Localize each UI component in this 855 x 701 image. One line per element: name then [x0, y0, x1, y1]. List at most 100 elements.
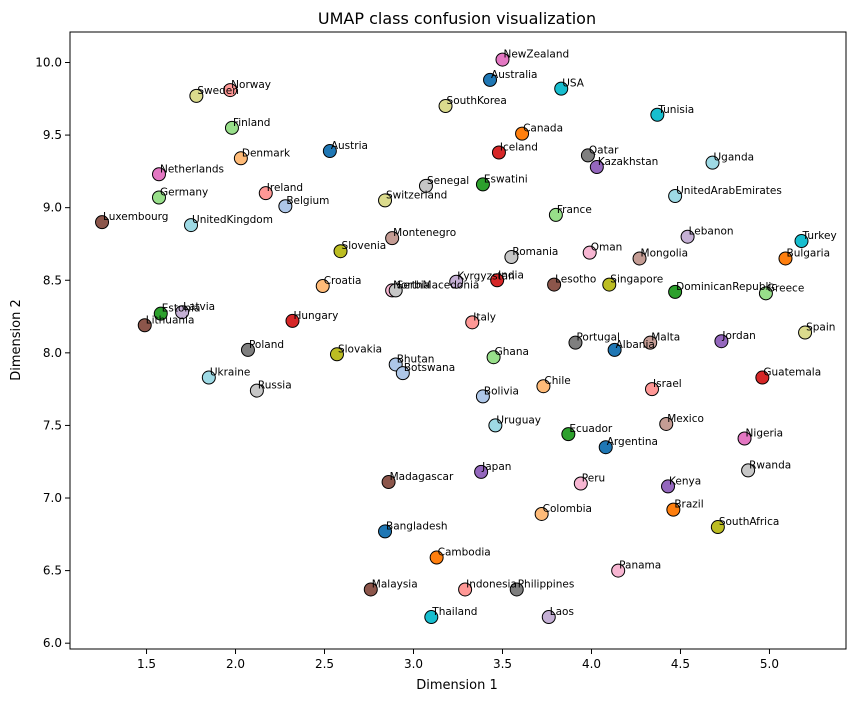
data-label: Serbia — [397, 279, 430, 291]
data-point — [778, 251, 793, 266]
x-tick-label: 2.5 — [315, 657, 334, 671]
data-label: Japan — [481, 461, 511, 473]
data-point — [515, 126, 530, 141]
data-point — [175, 305, 190, 320]
data-label: Finland — [233, 117, 271, 129]
x-tick-label: 4.5 — [671, 657, 690, 671]
data-point — [568, 335, 583, 350]
data-point — [741, 463, 756, 478]
data-point — [666, 502, 681, 517]
data-label: Iceland — [500, 141, 538, 153]
y-tick-label: 9.0 — [43, 201, 62, 215]
data-label: Thailand — [431, 606, 477, 618]
data-label: Argentina — [607, 436, 658, 448]
chart-title: UMAP class confusion visualization — [318, 9, 596, 28]
data-label: Turkey — [802, 230, 837, 242]
data-point — [223, 83, 238, 98]
data-label: Estonia — [162, 303, 201, 315]
data-point — [483, 72, 498, 87]
data-point — [632, 251, 647, 266]
data-point — [710, 520, 725, 535]
data-label: Malaysia — [372, 578, 418, 590]
data-label: Senegal — [427, 175, 469, 187]
data-point — [755, 370, 770, 385]
data-point — [278, 199, 293, 214]
data-label: Indonesia — [466, 578, 517, 590]
data-point — [680, 229, 695, 244]
data-point — [602, 277, 617, 292]
data-point — [547, 277, 562, 292]
data-label: Norway — [231, 79, 271, 91]
data-label: Romania — [512, 246, 558, 258]
data-point — [395, 366, 410, 381]
data-point — [378, 524, 393, 539]
data-point — [249, 383, 264, 398]
data-point — [541, 610, 556, 625]
data-label: Bhutan — [397, 353, 435, 365]
data-point — [536, 379, 551, 394]
data-point — [598, 440, 613, 455]
y-axis: 6.0 6.5 7.0 7.5 8.0 8.5 9.0 9.5 10.0 — [35, 55, 70, 650]
data-label: Austria — [331, 140, 368, 152]
data-point — [184, 218, 199, 233]
data-point — [589, 160, 604, 175]
data-point — [650, 107, 665, 122]
data-point — [475, 389, 490, 404]
data-label: Germany — [160, 187, 208, 199]
data-point — [582, 245, 597, 260]
data-label: Slovakia — [338, 343, 382, 355]
data-point — [201, 370, 216, 385]
x-tick-label: 5.0 — [760, 657, 779, 671]
y-tick-label: 7.5 — [43, 418, 62, 432]
y-tick-label: 8.0 — [43, 346, 62, 360]
data-point — [315, 279, 330, 294]
data-label: SouthAfrica — [719, 516, 779, 528]
data-point — [705, 155, 720, 170]
data-point — [385, 231, 400, 246]
data-label: Hungary — [293, 310, 338, 322]
data-label: Spain — [806, 322, 835, 334]
data-point — [258, 186, 273, 201]
data-point — [534, 506, 549, 521]
data-label: Latvia — [183, 301, 215, 313]
data-label: UnitedKingdom — [192, 214, 273, 226]
data-point — [668, 284, 683, 299]
data-point — [573, 476, 588, 491]
data-label: Bangladesh — [386, 520, 448, 532]
data-point — [580, 148, 595, 163]
data-label: Ecuador — [569, 423, 613, 435]
data-point — [488, 418, 503, 433]
data-label: NorthMacedonia — [393, 279, 479, 291]
y-tick-label: 10.0 — [35, 55, 62, 69]
data-label: Slovenia — [342, 240, 387, 252]
data-label: Italy — [473, 311, 496, 323]
data-point — [153, 306, 168, 321]
data-points — [95, 52, 813, 625]
data-label: Sweden — [197, 85, 239, 97]
data-point — [486, 350, 501, 365]
data-label: France — [557, 204, 592, 216]
data-point — [643, 335, 658, 350]
data-label: UnitedArabEmirates — [676, 185, 782, 197]
data-point — [611, 563, 626, 578]
data-label: Albania — [616, 339, 655, 351]
data-point — [491, 145, 506, 160]
data-label: Lesotho — [555, 274, 596, 286]
data-label: Ukraine — [210, 367, 251, 379]
data-point — [329, 347, 344, 362]
data-point — [668, 189, 683, 204]
data-label: Mexico — [667, 413, 704, 425]
data-label: USA — [562, 78, 585, 90]
data-label: Lebanon — [689, 226, 734, 238]
data-label: Croatia — [324, 275, 362, 287]
data-label: Netherlands — [160, 163, 224, 175]
data-point — [378, 193, 393, 208]
data-label: Bulgaria — [786, 247, 830, 259]
data-point — [645, 382, 659, 397]
y-axis-label: Dimension 2 — [9, 299, 24, 381]
data-label: DominicanRepublic — [676, 281, 777, 293]
x-tick-label: 4.0 — [582, 657, 601, 671]
data-label: Kazakhstan — [598, 156, 659, 168]
